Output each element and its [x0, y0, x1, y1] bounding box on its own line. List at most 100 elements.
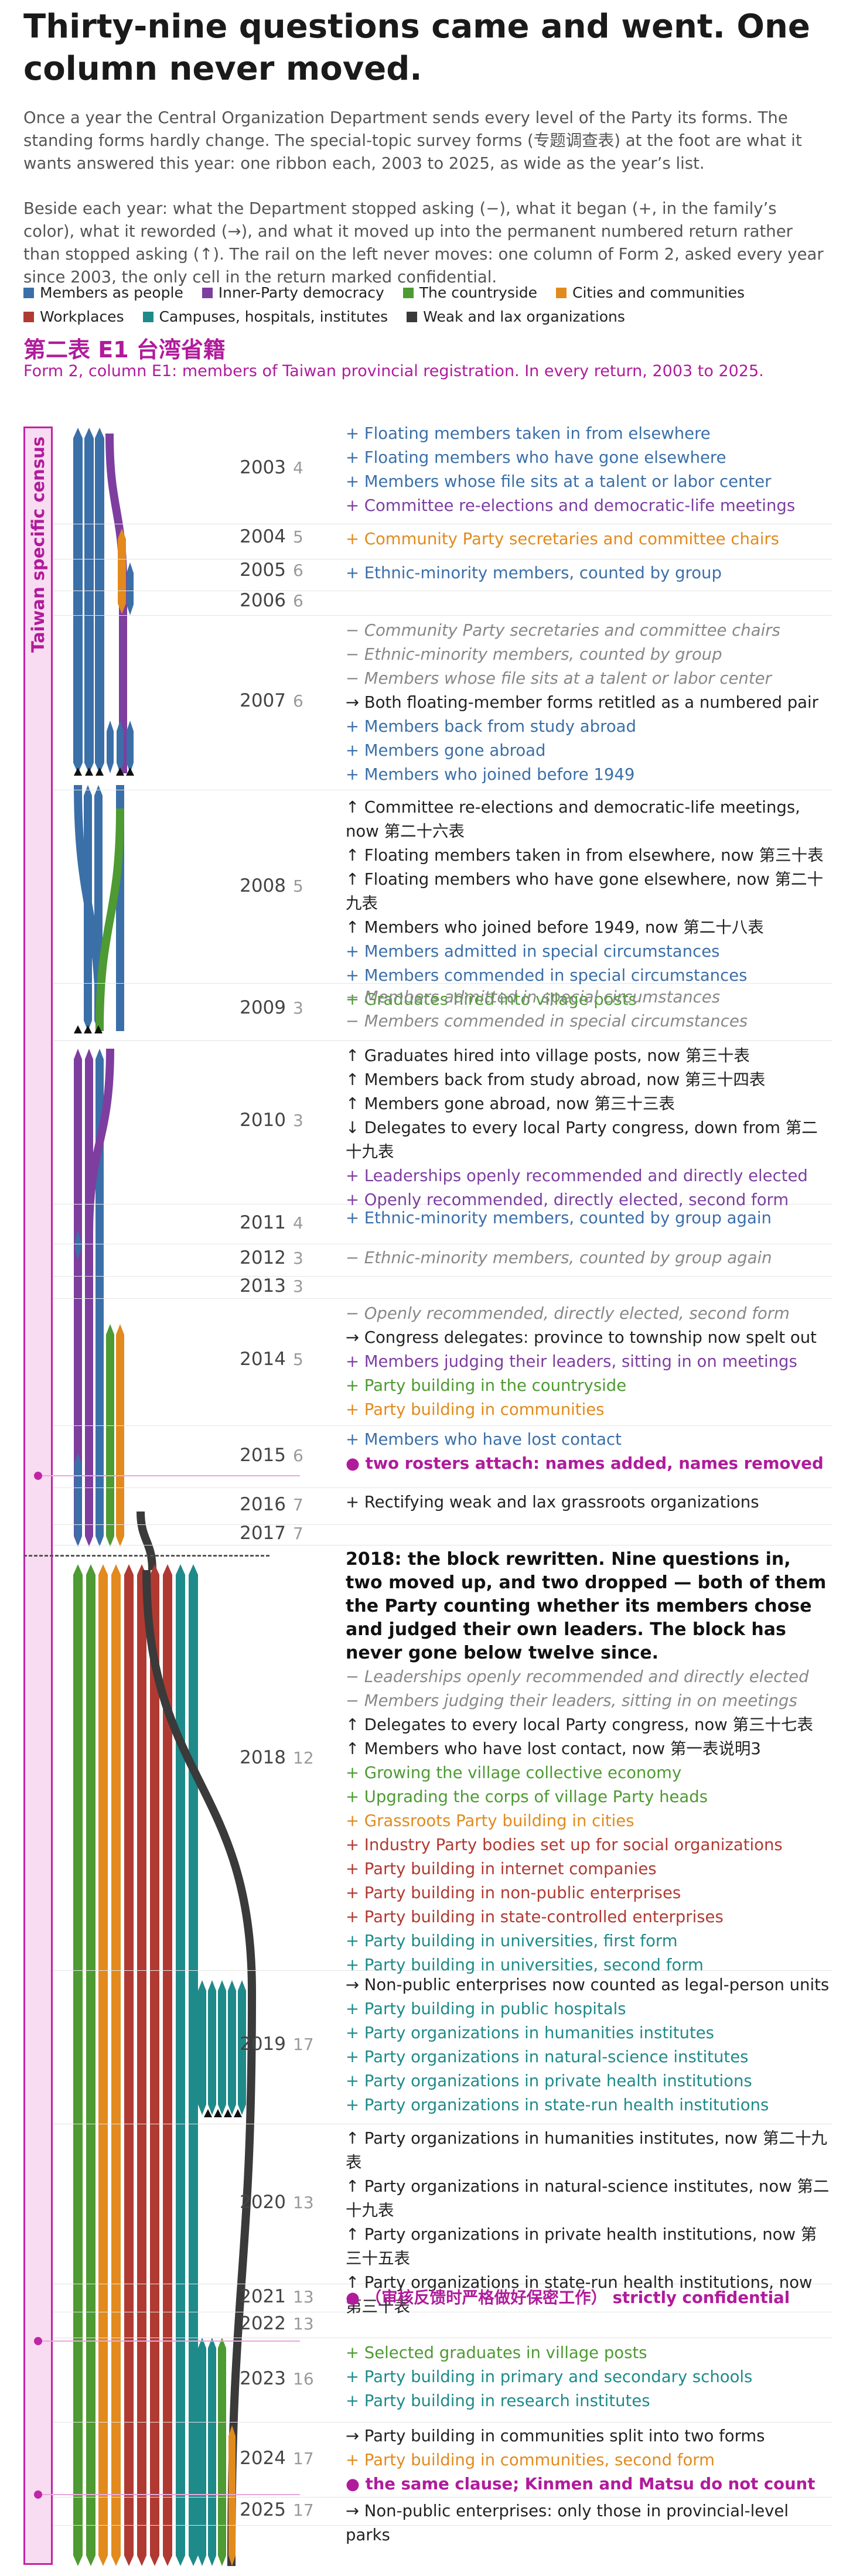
year-changes: + Members who have lost contact ● two ros…	[346, 1428, 832, 1476]
form-count: 12	[293, 1748, 314, 1768]
change-entry: − Leaderships openly recommended and dir…	[346, 1667, 809, 1686]
year-value: 2007	[240, 690, 286, 711]
moved-up-arrow	[74, 1025, 82, 1033]
year-value: 2022	[240, 2313, 286, 2334]
change-entry: ↑ Members back from study abroad, now 第三…	[346, 1070, 766, 1089]
form-count: 13	[293, 2314, 314, 2333]
year-label: 2011 4	[29, 1212, 311, 1233]
form-ribbon	[228, 1980, 236, 2115]
change-entry: ↑ Party organizations in private health …	[346, 2225, 817, 2268]
form-count: 3	[293, 998, 303, 1018]
form-ribbon	[75, 1230, 81, 1260]
change-entry: ↑ Floating members taken in from elsewhe…	[346, 846, 824, 865]
form-ribbon-curve	[137, 1511, 156, 1571]
form-ribbon	[117, 721, 124, 773]
form-ribbon	[218, 1980, 226, 2115]
legend-item: The countryside	[402, 281, 537, 305]
change-entry: − Openly recommended, directly elected, …	[346, 1304, 790, 1323]
change-entry: + Community Party secretaries and commit…	[346, 530, 780, 548]
row-separator	[53, 1524, 832, 1525]
rail-marker-dot	[34, 1472, 42, 1480]
year-changes: + Ethnic-minority members, counted by gr…	[346, 561, 832, 585]
change-entry: + Party building in communities, second …	[346, 2451, 715, 2469]
change-entry: + Party building in the countryside	[346, 1376, 627, 1395]
row-separator	[53, 2525, 832, 2526]
year-changes: → Non-public enterprises: only those in …	[346, 2499, 832, 2547]
form-ribbon	[198, 2338, 206, 2566]
year-value: 2013	[240, 1275, 286, 1296]
form-ribbon	[74, 1453, 81, 1547]
change-entry: ↑ Floating members who have gone elsewhe…	[346, 870, 824, 913]
year-changes: − Members admitted in special circumstan…	[346, 985, 832, 1033]
year-value: 2010	[240, 1110, 286, 1131]
change-entry: + Members gone abroad	[346, 741, 546, 760]
change-entry: ↓ Delegates to every local Party congres…	[346, 1118, 818, 1161]
year-label: 2005 6	[29, 559, 311, 581]
year-changes: 2018: the block rewritten. Nine question…	[346, 1548, 832, 1977]
block-rewrite-divider	[23, 1555, 269, 1557]
legend-item: Workplaces	[23, 305, 124, 329]
form-count: 3	[293, 1111, 303, 1130]
row-separator	[53, 1204, 832, 1205]
intro-paragraph-2: Beside each year: what the Department st…	[23, 199, 824, 286]
form-count: 7	[293, 1495, 303, 1514]
year-label: 2009 3	[29, 997, 311, 1018]
change-entry: ↑ Members who joined before 1949, now 第二…	[346, 918, 764, 937]
form-ribbon-curve	[85, 1048, 114, 1237]
change-entry: ↑ Party organizations in humanities inst…	[346, 2129, 827, 2172]
change-entry: + Upgrading the corps of village Party h…	[346, 1787, 708, 1806]
year-value: 2008	[240, 875, 286, 896]
change-entry: ↑ Party organizations in state-run healt…	[346, 2273, 813, 2316]
year-changes: ↑ Party organizations in humanities inst…	[346, 2127, 832, 2319]
change-entry: + Ethnic-minority members, counted by gr…	[346, 564, 722, 582]
change-entry: ● two rosters attach: names added, names…	[346, 1454, 824, 1473]
change-entry: + Party organizations in natural-science…	[346, 2048, 749, 2066]
change-entry: + Party organizations in humanities inst…	[346, 2024, 714, 2042]
year-label: 2022 13	[29, 2313, 314, 2334]
legend-swatch	[402, 288, 414, 298]
change-entry: + Members back from study abroad	[346, 717, 636, 736]
year-value: 2024	[240, 2448, 286, 2469]
form-title: 第二表 E1 台湾省籍	[23, 337, 226, 363]
moved-up-arrow	[214, 2109, 222, 2117]
change-entry: + Selected graduates in village posts	[346, 2343, 647, 2362]
change-entry: + Floating members taken in from elsewhe…	[346, 424, 711, 443]
change-entry: + Party building in communities	[346, 1400, 605, 1419]
change-entry: + Members who have lost contact	[346, 1430, 622, 1449]
form-count: 5	[293, 527, 303, 547]
change-entry: + Party building in non-public enterpris…	[346, 1884, 681, 1902]
legend-label: Workplaces	[40, 308, 124, 325]
year-value: 2011	[240, 1212, 286, 1233]
row-separator	[53, 1040, 832, 1041]
year-label: 2007 6	[29, 690, 311, 711]
year-changes: + Floating members taken in from elsewhe…	[346, 422, 832, 518]
change-entry: + Committee re-elections and democratic-…	[346, 496, 796, 515]
form-count: 16	[293, 2369, 314, 2389]
year-changes: + Rectifying weak and lax grassroots org…	[346, 1490, 832, 1514]
moved-up-arrow	[84, 1025, 92, 1033]
year-value: 2017	[240, 1523, 286, 1544]
rail-connector-line	[42, 2340, 300, 2342]
change-entry: + Industry Party bodies set up for socia…	[346, 1835, 783, 1854]
change-entry: − Members commended in special circumsta…	[346, 1012, 748, 1031]
year-value: 2019	[240, 2033, 286, 2055]
form-count: 5	[293, 876, 303, 896]
moved-up-arrow	[204, 2109, 212, 2117]
legend-item: Inner-Party democracy	[202, 281, 384, 305]
year-changes: ● （审核反馈时严格做好保密工作） strictly confidential	[346, 2286, 832, 2310]
year-value: 2016	[240, 1494, 286, 1515]
legend-item: Campuses, hospitals, institutes	[142, 305, 388, 329]
change-entry: ↑ Delegates to every local Party congres…	[346, 1715, 813, 1734]
row-separator	[53, 1487, 832, 1488]
row-separator	[53, 2422, 832, 2423]
form-count: 17	[293, 2035, 314, 2054]
legend-label: Weak and lax organizations	[423, 308, 625, 325]
year-changes: ↑ Committee re-elections and democratic-…	[346, 796, 832, 1012]
form-ribbon	[218, 2338, 226, 2566]
form-ribbon	[208, 2338, 216, 2566]
legend-label: Inner-Party democracy	[218, 284, 384, 301]
row-separator	[53, 1425, 832, 1426]
year-label: 2008 5	[29, 875, 311, 896]
change-entry: − Community Party secretaries and commit…	[346, 621, 780, 640]
form-ribbon	[86, 1564, 95, 2566]
